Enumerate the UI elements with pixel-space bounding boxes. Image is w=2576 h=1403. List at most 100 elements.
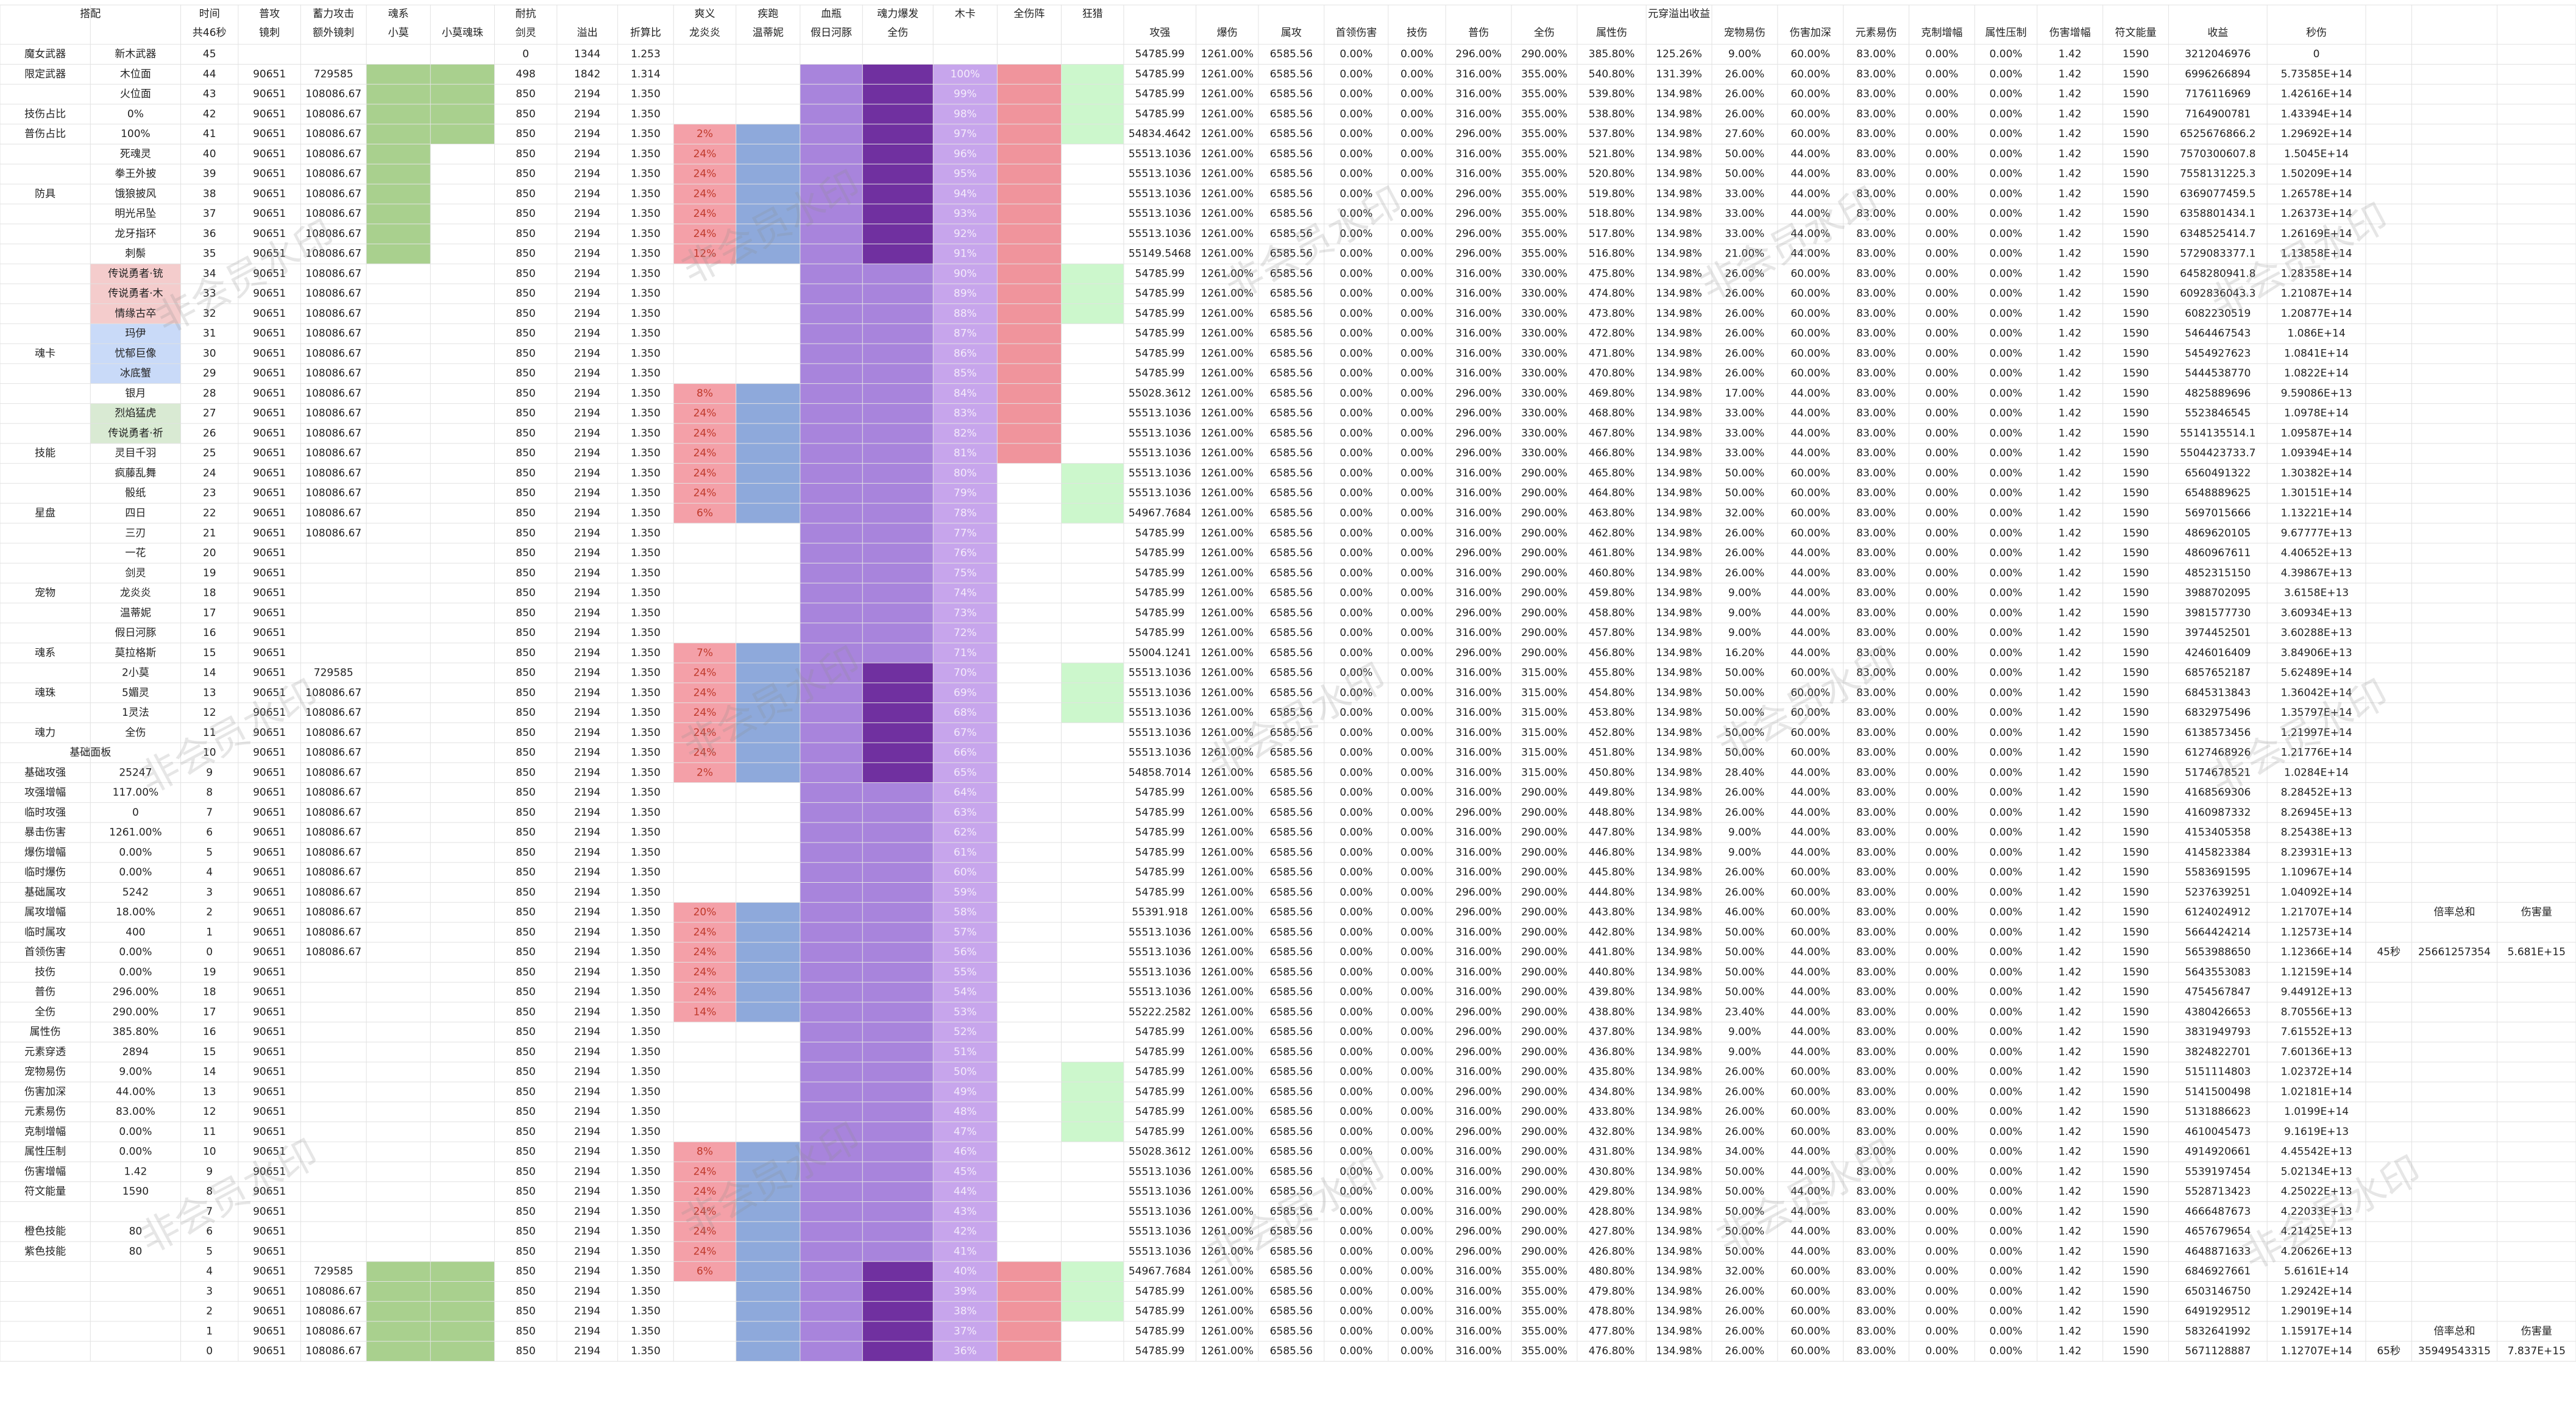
table-cell: 0.00% — [1339, 886, 1372, 899]
table-cell: 60.00% — [1790, 1306, 1830, 1318]
table-cell: 0.00% — [1925, 1206, 1958, 1218]
table-cell: 108086.67 — [305, 507, 361, 520]
table-cell: 516.80% — [1589, 248, 1635, 260]
table-cell: 290.00% — [1521, 986, 1567, 998]
table-cell: 6585.56 — [1270, 208, 1313, 220]
table-cell: 108086.67 — [305, 707, 361, 719]
header-cell: 元素易伤 — [1856, 27, 1897, 39]
table-cell: 0.00% — [1990, 786, 2023, 799]
table-cell: 木位面 — [120, 68, 151, 80]
table-cell: 1590 — [2123, 108, 2149, 120]
table-cell: 宠物 — [35, 587, 55, 599]
table-cell: 0.00% — [1925, 1086, 1958, 1098]
table-cell: 54785.99 — [1135, 1046, 1185, 1058]
table-cell: 1590 — [2123, 1126, 2149, 1138]
table-cell: 9.00% — [1728, 1046, 1761, 1058]
table-cell: 60.00% — [1790, 1066, 1830, 1078]
table-cell: 0.00% — [1339, 88, 1372, 101]
table-cell: 0.00% — [1990, 547, 2023, 559]
table-cell: 850 — [516, 347, 535, 359]
table-cell: 1.350 — [631, 248, 661, 260]
table-cell: 1261.00% — [1201, 328, 1254, 340]
table-cell: 0.00% — [1990, 1006, 2023, 1018]
table-cell: 1.350 — [631, 1345, 661, 1357]
table-cell: 498 — [516, 68, 535, 80]
cell-fill — [673, 762, 736, 783]
table-cell: 0.00% — [119, 966, 152, 978]
table-cell: 1590 — [2123, 408, 2149, 420]
table-cell: 50.00% — [1725, 467, 1765, 479]
table-cell: 6585.56 — [1270, 1026, 1313, 1038]
table-cell: 6585.56 — [1270, 1186, 1313, 1198]
table-cell: 0.00% — [1400, 208, 1433, 220]
cell-fill — [673, 1142, 736, 1162]
table-cell: 54967.7684 — [1129, 507, 1191, 520]
table-cell: 520.80% — [1589, 168, 1635, 180]
table-cell: 108086.67 — [305, 467, 361, 479]
table-cell: 1.30382E+14 — [2281, 467, 2352, 479]
table-cell: 134.98% — [1656, 88, 1702, 101]
table-cell: 33.00% — [1725, 188, 1765, 200]
table-cell: 108086.67 — [305, 1325, 361, 1337]
table-cell: 850 — [516, 1046, 535, 1058]
table-cell: 6846927661 — [2185, 1265, 2251, 1278]
header-cell: 伤害加深 — [1790, 27, 1831, 39]
table-cell: 1.350 — [631, 387, 661, 400]
table-cell: 1590 — [2123, 168, 2149, 180]
table-cell: 3 — [206, 886, 213, 899]
table-cell: 1.42 — [2059, 1086, 2082, 1098]
table-cell: 316.00% — [1455, 1345, 1502, 1357]
table-cell: 453.80% — [1589, 707, 1635, 719]
table-cell: 426.80% — [1589, 1245, 1635, 1257]
table-cell: 0.00% — [1925, 687, 1958, 699]
table-cell: 134.98% — [1656, 1325, 1702, 1337]
table-cell: 83.00% — [1856, 627, 1896, 639]
header-cell: 全伤阵 — [1013, 8, 1045, 20]
table-cell: 1261.00% — [1201, 1086, 1254, 1098]
table-cell: 1261.00% — [109, 827, 161, 839]
table-cell: 四日 — [125, 507, 146, 520]
table-cell: 60.00% — [1790, 1325, 1830, 1337]
table-cell: 1590 — [2123, 647, 2149, 659]
table-cell: 54785.99 — [1135, 1086, 1185, 1098]
table-cell: 134.98% — [1656, 1126, 1702, 1138]
table-cell: 35 — [203, 248, 216, 260]
table-cell: 28.40% — [1725, 766, 1765, 779]
table-cell: 1590 — [2123, 687, 2149, 699]
cell-fill — [673, 1181, 736, 1202]
table-cell: 6585.56 — [1270, 48, 1313, 60]
table-cell: 44.00% — [1790, 148, 1830, 160]
table-cell: 1590 — [2123, 627, 2149, 639]
table-cell: 2194 — [574, 946, 600, 958]
table-cell: 2194 — [574, 627, 600, 639]
table-cell: 0.00% — [1990, 1066, 2023, 1078]
table-cell: 2194 — [574, 1006, 600, 1018]
table-cell: 0.00% — [1400, 408, 1433, 420]
table-cell: 134.98% — [1656, 228, 1702, 240]
table-cell: 倍率总和 — [2434, 1325, 2475, 1337]
table-cell: 1590 — [2123, 707, 2149, 719]
table-cell: 5.73585E+14 — [2281, 68, 2352, 80]
table-cell: 90651 — [253, 367, 286, 380]
table-cell: 1.42 — [2059, 1026, 2082, 1038]
table-cell: 1261.00% — [1201, 866, 1254, 878]
table-cell: 7570300607.8 — [2180, 148, 2255, 160]
table-cell: 850 — [516, 88, 535, 101]
table-cell: 108086.67 — [305, 866, 361, 878]
table-cell: 108086.67 — [305, 148, 361, 160]
table-cell: 474.80% — [1589, 288, 1635, 300]
table-cell: 1261.00% — [1201, 367, 1254, 380]
table-cell: 2194 — [574, 408, 600, 420]
table-cell: 55513.1036 — [1129, 707, 1191, 719]
table-cell: 1.42 — [2059, 607, 2082, 619]
cell-fill — [673, 443, 736, 464]
table-cell: 1590 — [2123, 866, 2149, 878]
table-cell: 6548889625 — [2185, 487, 2251, 500]
table-cell: 29 — [203, 367, 216, 380]
table-cell: 4869620105 — [2185, 527, 2251, 539]
header-cell: 镜刺 — [259, 27, 280, 39]
table-cell: 427.80% — [1589, 1226, 1635, 1238]
table-cell: 6585.56 — [1270, 1226, 1313, 1238]
table-cell: 防具 — [35, 188, 55, 200]
table-cell: 850 — [516, 766, 535, 779]
